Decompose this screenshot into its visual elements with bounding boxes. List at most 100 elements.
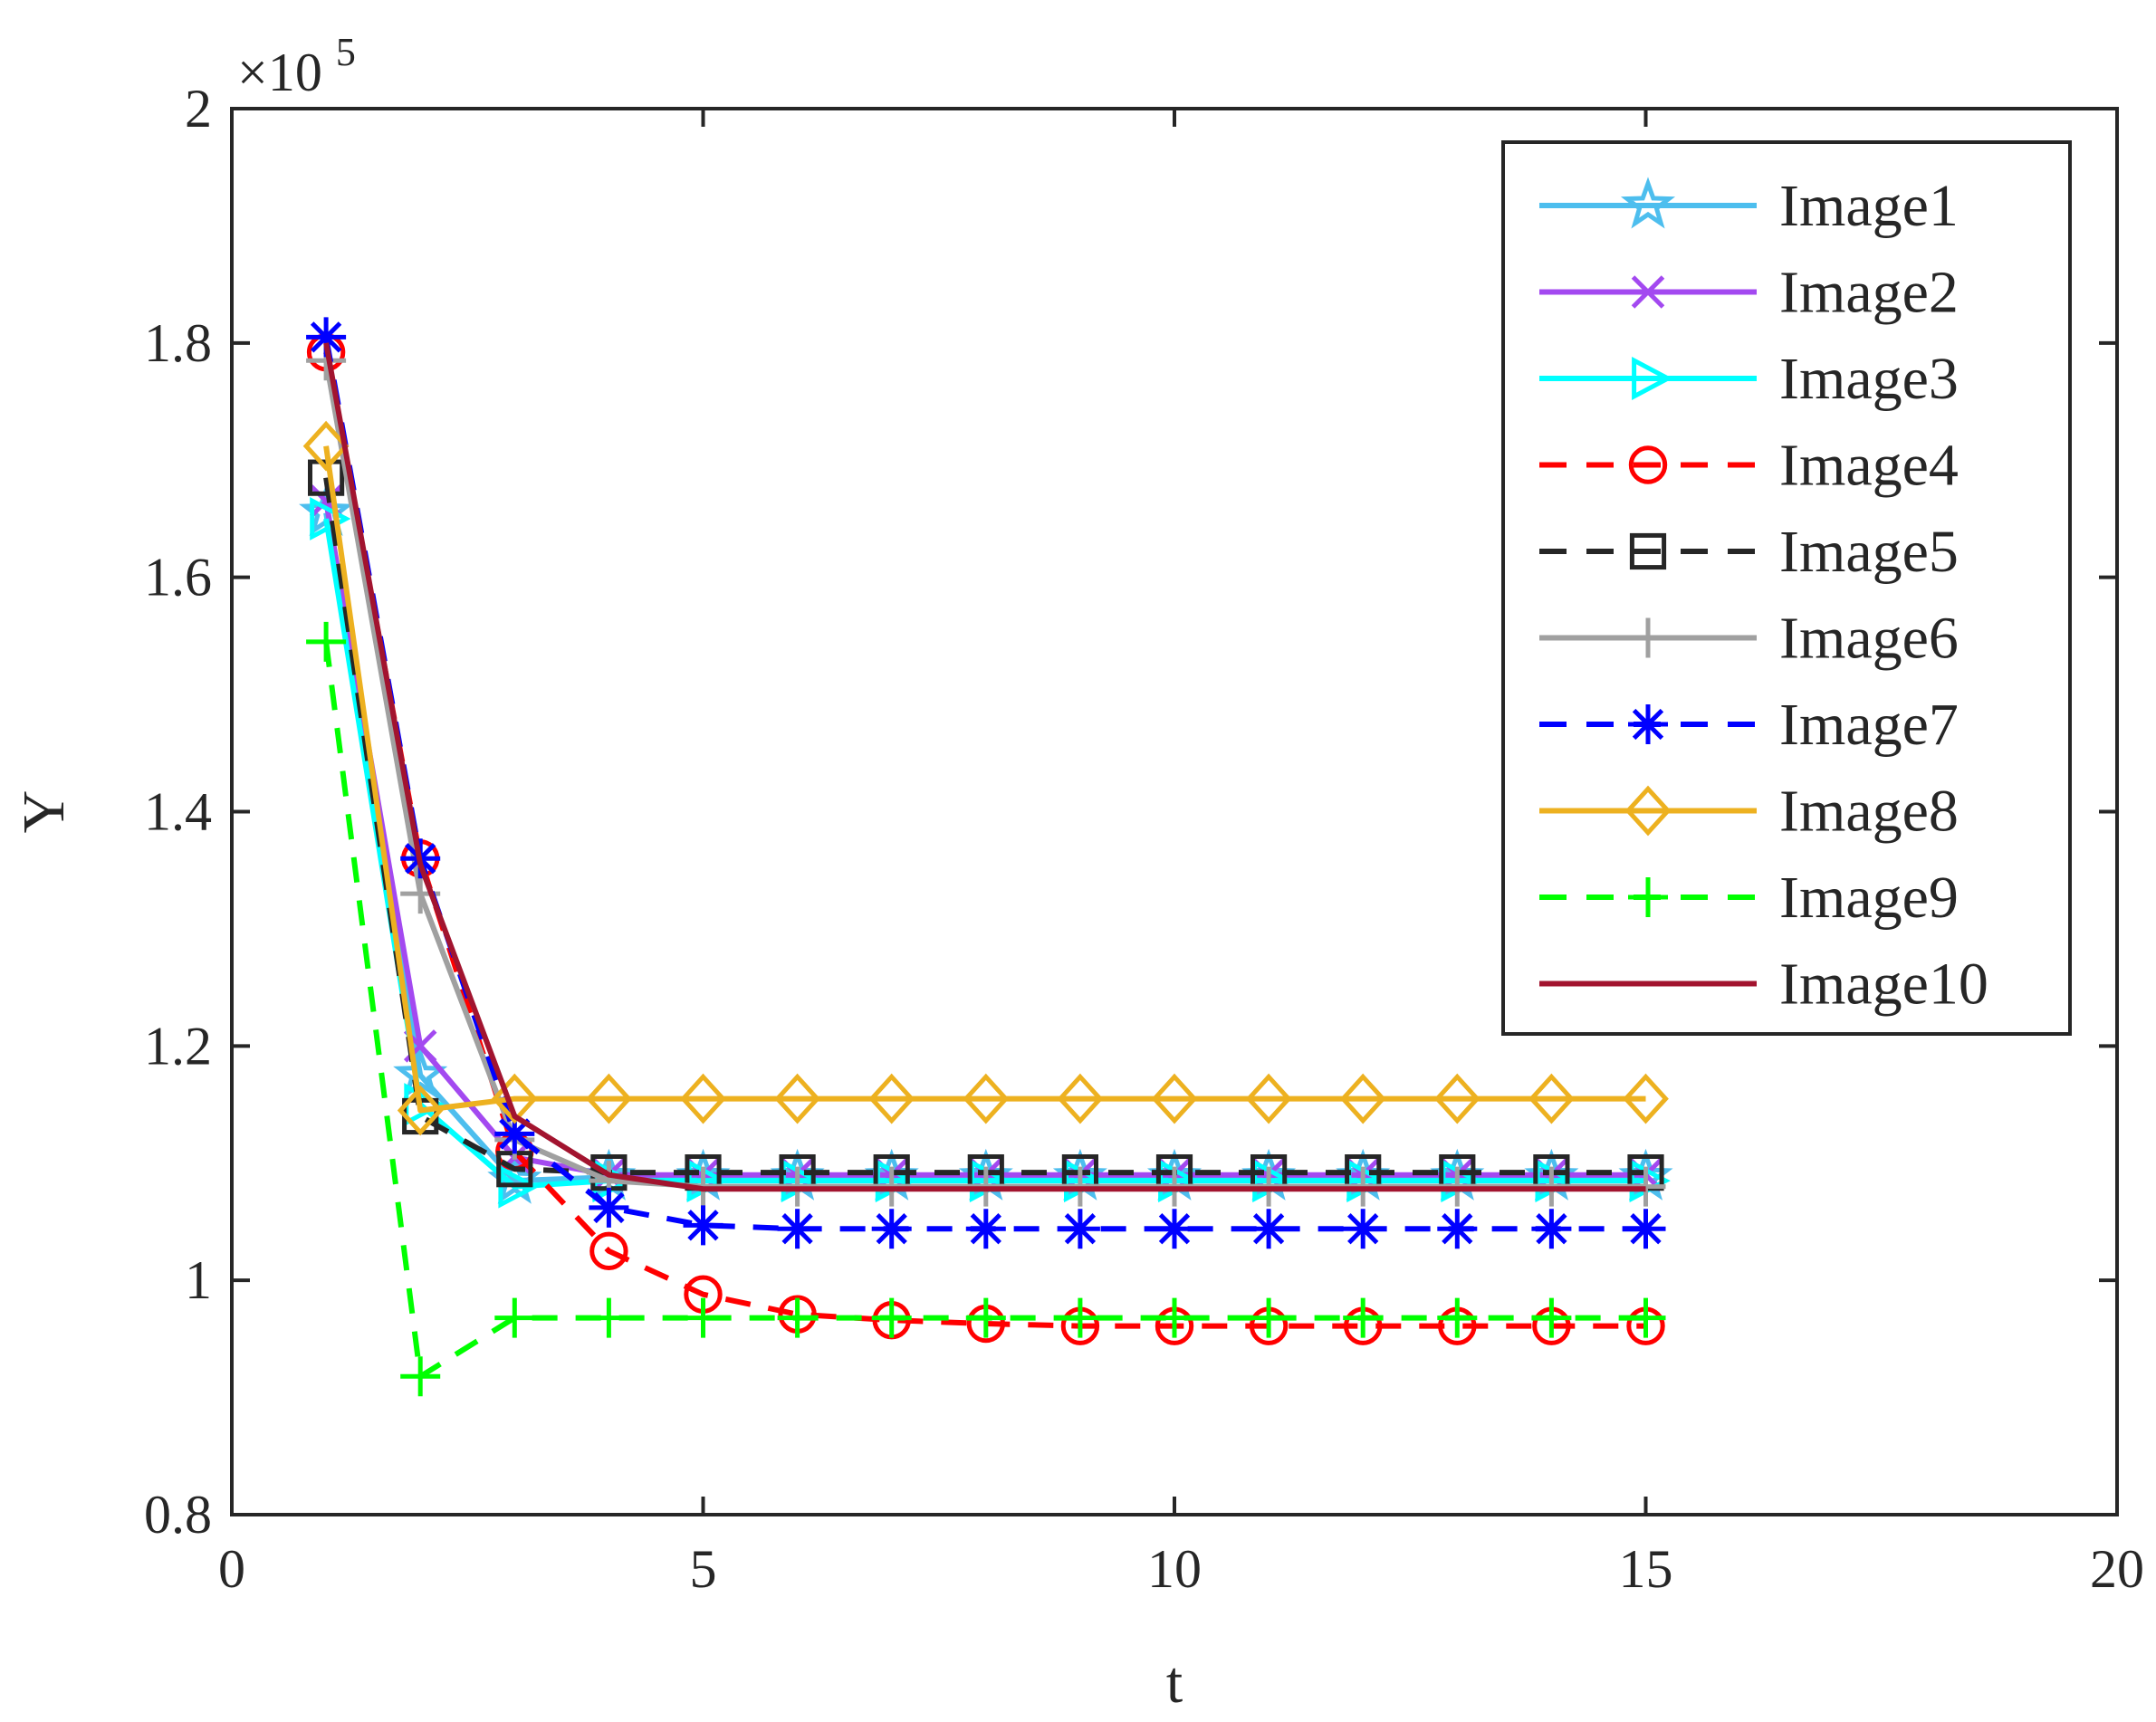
legend-label: Image9 bbox=[1779, 865, 1959, 931]
series-layer bbox=[299, 317, 1673, 1397]
series-image9 bbox=[306, 621, 1666, 1397]
data-point bbox=[777, 1209, 818, 1249]
data-point bbox=[777, 1297, 818, 1338]
data-point bbox=[1343, 1209, 1384, 1249]
data-point bbox=[306, 621, 347, 662]
legend-item: Image5 bbox=[1539, 519, 1959, 585]
data-point bbox=[1531, 1209, 1572, 1249]
data-point bbox=[1528, 1073, 1575, 1124]
legend-marker bbox=[1629, 532, 1667, 570]
data-point bbox=[1531, 1297, 1572, 1338]
legend-label: Image8 bbox=[1779, 779, 1959, 845]
legend-marker bbox=[1628, 617, 1668, 658]
series-image7 bbox=[306, 317, 1666, 1249]
legend-item: Image10 bbox=[1539, 952, 1988, 1018]
series-line bbox=[323, 342, 1646, 1192]
x-tick-label: 10 bbox=[1147, 1539, 1202, 1599]
data-point bbox=[586, 1073, 632, 1124]
data-point bbox=[1059, 1297, 1100, 1338]
ticks-layer: 0 5 10 15 20 0.8 1 1.2 1.4 1.6 1.8 2 bbox=[144, 79, 2144, 1599]
y-tick-label: 1.2 bbox=[144, 1016, 212, 1076]
data-point bbox=[1249, 1297, 1289, 1338]
data-point bbox=[1059, 1209, 1100, 1249]
legend-label: Image6 bbox=[1779, 606, 1959, 672]
legend-item: Image9 bbox=[1539, 865, 1959, 931]
y-tick-label: 1.6 bbox=[144, 548, 212, 607]
data-point bbox=[1151, 1073, 1198, 1124]
x-tick-label: 15 bbox=[1619, 1539, 1673, 1599]
data-point bbox=[871, 1297, 912, 1338]
data-point bbox=[683, 1205, 723, 1246]
data-point bbox=[1437, 1297, 1478, 1338]
data-point bbox=[1155, 1297, 1194, 1338]
series-image10 bbox=[323, 342, 1646, 1192]
y-tick-label: 1.8 bbox=[144, 313, 212, 373]
data-point bbox=[774, 1073, 820, 1124]
data-point bbox=[963, 1073, 1010, 1124]
legend-item: Image4 bbox=[1539, 433, 1959, 499]
y-tick-label: 1 bbox=[185, 1250, 212, 1310]
data-point bbox=[1245, 1073, 1292, 1124]
data-point bbox=[868, 1073, 915, 1124]
legend-label: Image5 bbox=[1779, 519, 1959, 585]
legend-item: Image8 bbox=[1539, 779, 1959, 845]
legend-item: Image2 bbox=[1539, 260, 1959, 326]
x-tick-label: 5 bbox=[690, 1539, 717, 1599]
y-tick-label: 1.4 bbox=[144, 782, 212, 842]
legend-label: Image4 bbox=[1779, 433, 1959, 499]
y-tick-label: 2 bbox=[185, 79, 212, 139]
data-point bbox=[1625, 1297, 1666, 1338]
legend-marker bbox=[1628, 877, 1668, 917]
legend-item: Image1 bbox=[1539, 173, 1959, 239]
series-line bbox=[323, 445, 1646, 1114]
data-point bbox=[1625, 1209, 1666, 1249]
y-axis-label: Y bbox=[11, 790, 77, 834]
legend-label: Image3 bbox=[1779, 346, 1959, 412]
legend-label: Image7 bbox=[1779, 692, 1959, 758]
data-point bbox=[1343, 1297, 1384, 1338]
data-point bbox=[965, 1209, 1006, 1249]
data-point bbox=[494, 1297, 535, 1338]
data-point bbox=[400, 1356, 441, 1397]
x-tick-label: 0 bbox=[218, 1539, 245, 1599]
data-point bbox=[494, 1114, 535, 1154]
x-axis-label: t bbox=[1166, 1650, 1183, 1716]
data-point bbox=[1623, 1073, 1669, 1124]
data-point bbox=[680, 1073, 726, 1124]
legend-label: Image1 bbox=[1779, 173, 1959, 239]
legend-item: Image3 bbox=[1539, 346, 1959, 412]
data-point bbox=[302, 420, 350, 472]
legend-marker bbox=[1631, 275, 1665, 309]
data-point bbox=[589, 1297, 629, 1338]
legend-marker bbox=[1624, 785, 1672, 837]
data-point bbox=[589, 1231, 628, 1271]
y-tick-label: 0.8 bbox=[144, 1485, 212, 1545]
data-point bbox=[310, 497, 351, 541]
x-tick-label: 20 bbox=[2090, 1539, 2144, 1599]
legend-marker bbox=[1632, 357, 1673, 400]
legend-label: Image2 bbox=[1779, 260, 1959, 326]
y-axis-multiplier-base: ×10 bbox=[237, 43, 322, 102]
data-point bbox=[1433, 1073, 1480, 1124]
data-point bbox=[589, 1187, 629, 1228]
legend-marker bbox=[1620, 177, 1676, 229]
data-point bbox=[1155, 1209, 1194, 1249]
legend-label: Image10 bbox=[1779, 952, 1988, 1018]
data-point bbox=[1437, 1209, 1478, 1249]
legend-item: Image6 bbox=[1539, 606, 1959, 672]
data-point bbox=[397, 1085, 444, 1136]
data-point bbox=[306, 317, 347, 358]
legend-marker bbox=[1628, 704, 1668, 744]
data-point bbox=[683, 1297, 723, 1338]
data-point bbox=[1057, 1073, 1104, 1124]
y-axis-multiplier-exponent: 5 bbox=[336, 30, 356, 74]
data-point bbox=[1339, 1073, 1386, 1124]
data-point bbox=[491, 1073, 538, 1124]
data-point bbox=[1249, 1209, 1289, 1249]
series-image8 bbox=[302, 420, 1669, 1136]
legend-marker bbox=[1628, 445, 1668, 484]
y-axis-multiplier: ×10 5 bbox=[237, 30, 356, 102]
legend-item: Image7 bbox=[1539, 692, 1959, 758]
data-point bbox=[965, 1297, 1006, 1338]
